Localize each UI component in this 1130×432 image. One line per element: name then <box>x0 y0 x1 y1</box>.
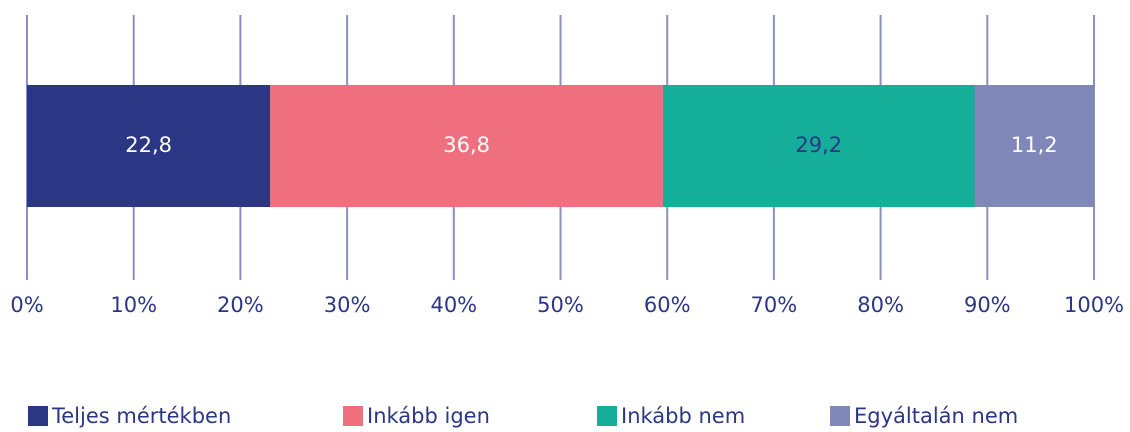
legend-label: Egyáltalán nem <box>854 404 1018 428</box>
legend-swatch <box>28 406 48 426</box>
bar-segment <box>27 85 271 207</box>
legend-swatch <box>343 406 363 426</box>
bar-segment <box>974 85 1094 207</box>
x-tick-label: 90% <box>964 293 1011 317</box>
x-tick-label: 10% <box>110 293 157 317</box>
x-tick-label: 100% <box>1064 293 1124 317</box>
x-tick-label: 70% <box>751 293 798 317</box>
x-tick-label: 20% <box>217 293 264 317</box>
x-tick-label: 50% <box>537 293 584 317</box>
legend-label: Inkább igen <box>367 404 490 428</box>
x-tick-label: 40% <box>430 293 477 317</box>
data-label: 36,8 <box>443 133 490 157</box>
x-tick-label: 30% <box>324 293 371 317</box>
legend-swatch <box>597 406 617 426</box>
data-label: 29,2 <box>795 133 842 157</box>
x-tick-label: 80% <box>857 293 904 317</box>
bar-segment <box>270 85 663 207</box>
bar-segment <box>662 85 975 207</box>
x-tick-label: 0% <box>10 293 43 317</box>
x-tick-label: 60% <box>644 293 691 317</box>
legend-label: Teljes mértékben <box>51 404 231 428</box>
legend-label: Inkább nem <box>621 404 745 428</box>
data-label: 11,2 <box>1011 133 1058 157</box>
data-label: 22,8 <box>125 133 172 157</box>
legend-swatch <box>830 406 850 426</box>
